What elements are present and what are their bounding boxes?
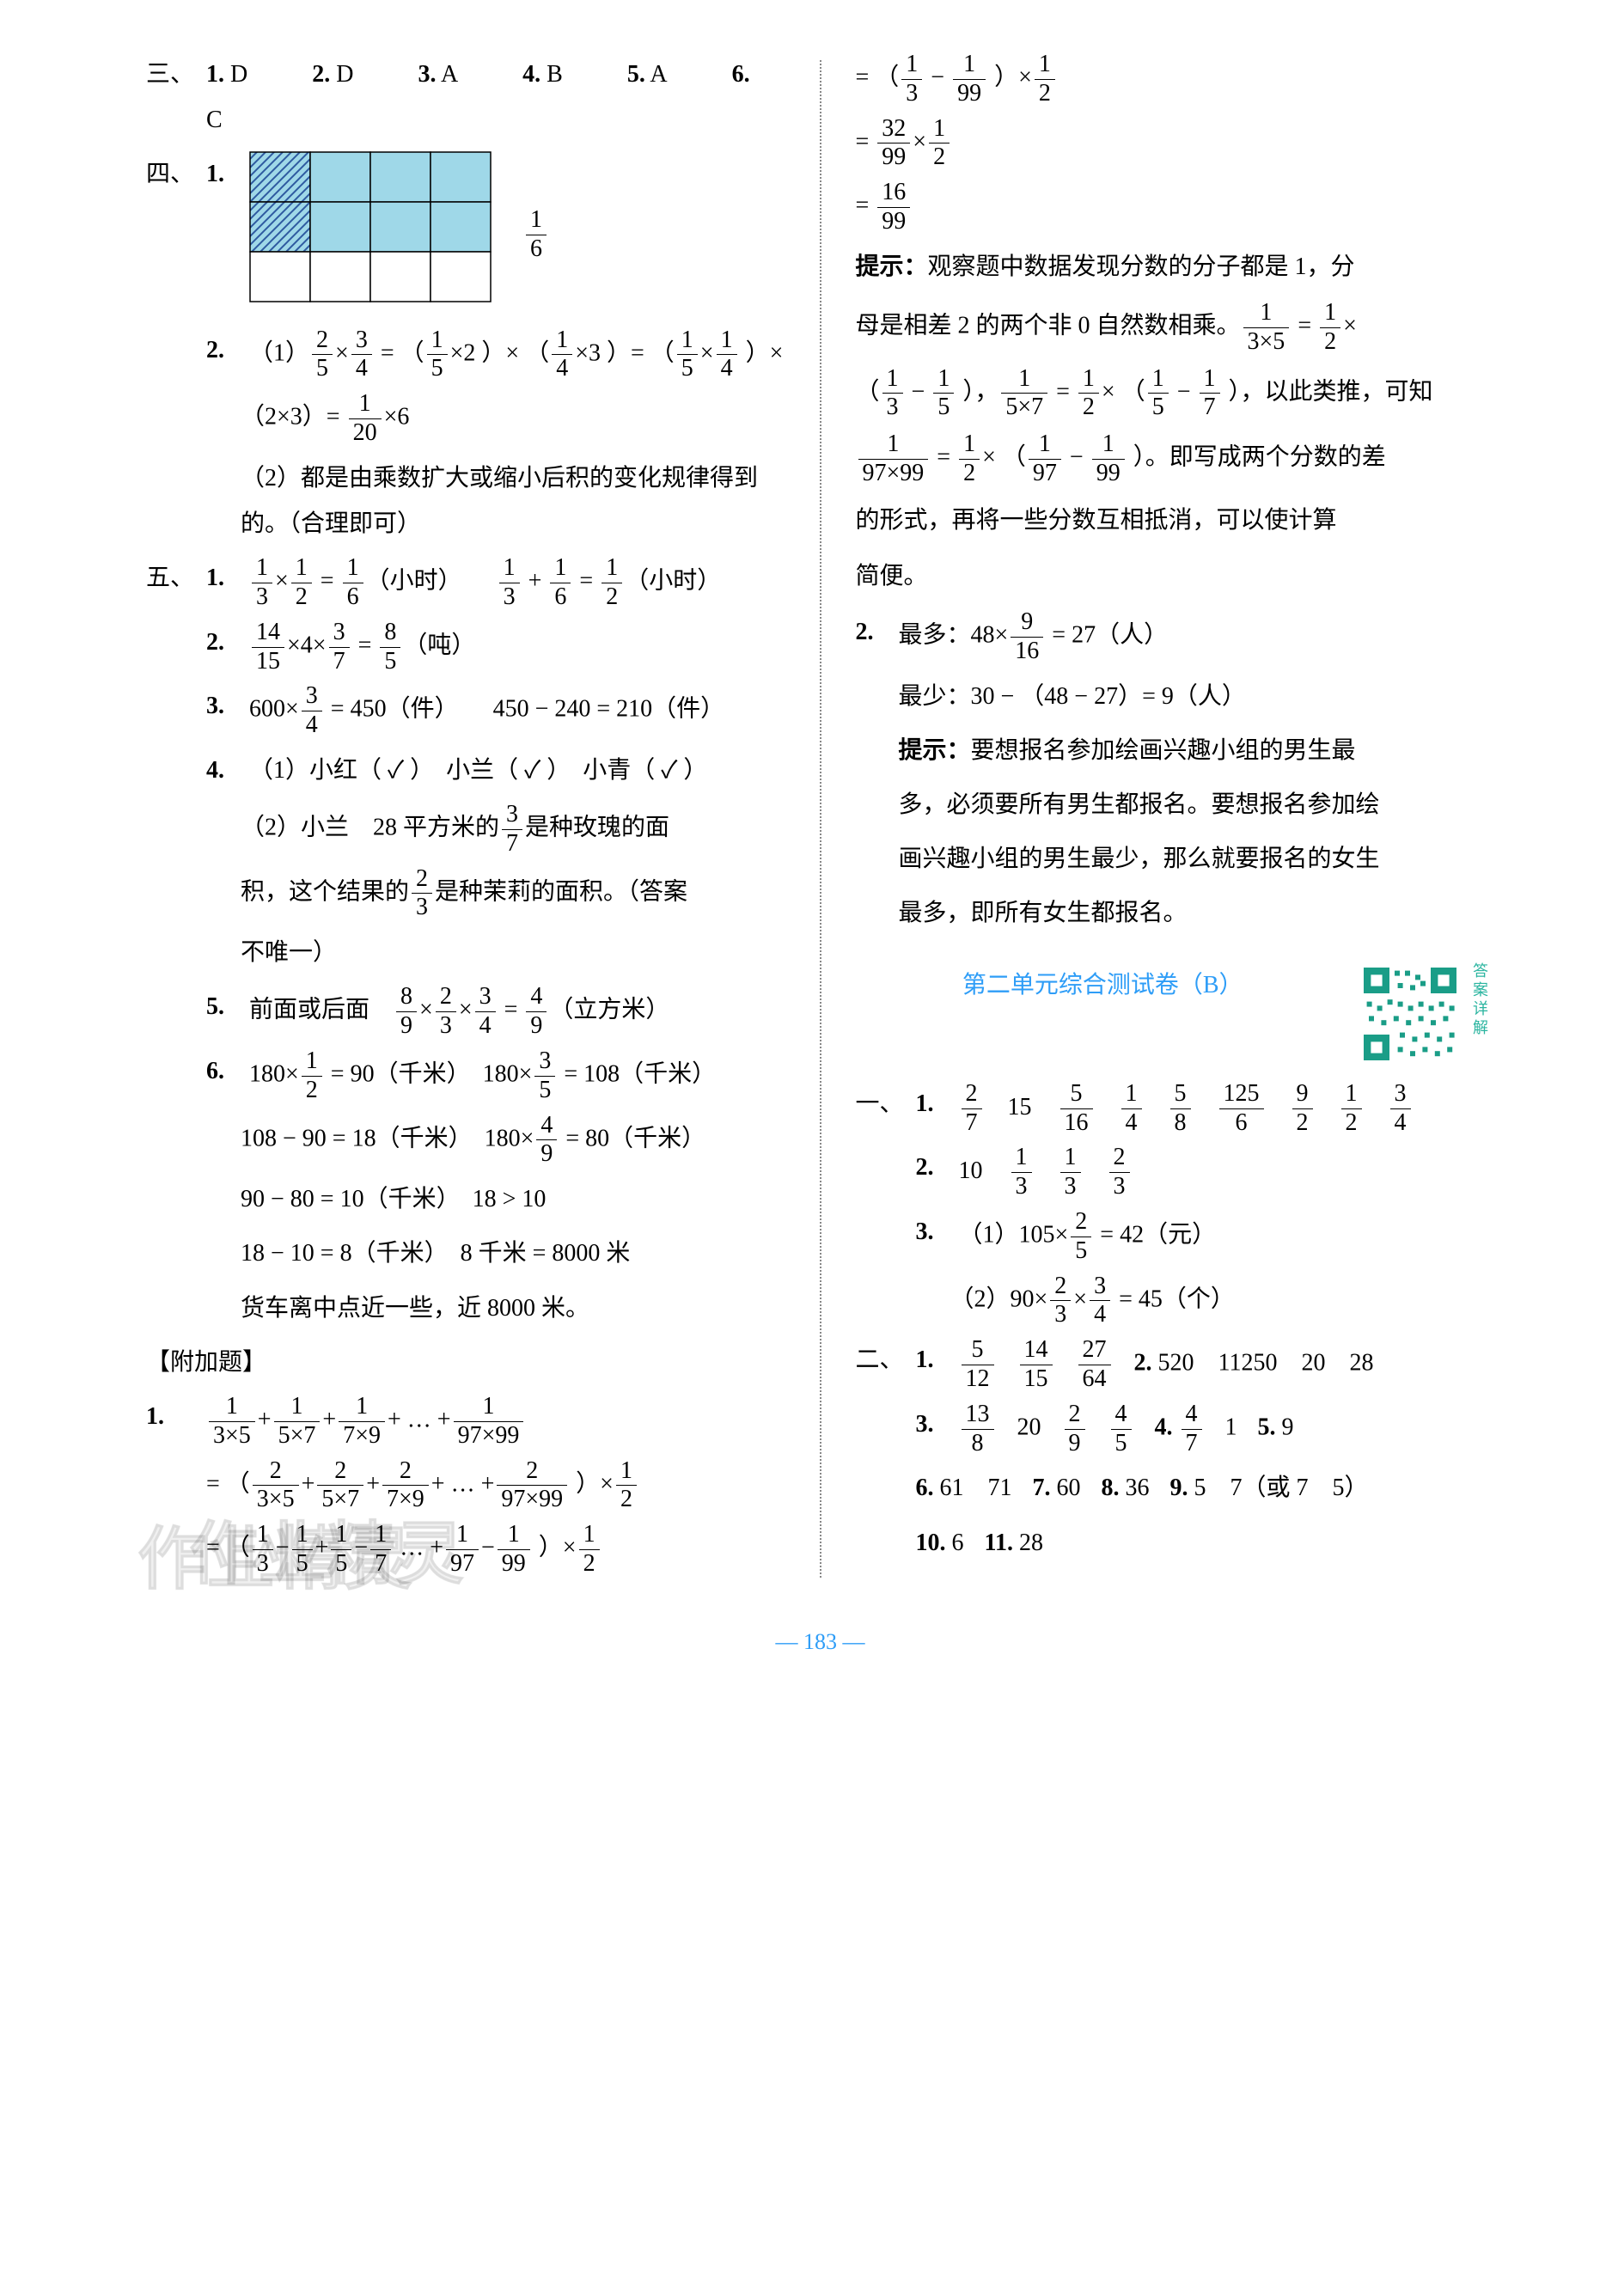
extra-q1-l2: = （23×5+25×7+27×9+ … +297×99 ）×12: [146, 1458, 785, 1514]
q-label: 3.: [206, 683, 249, 729]
q1-label: 1.: [206, 151, 249, 197]
sec5-q6-l2: 108 − 90 = 18（千米） 180×49 = 80（千米）: [146, 1113, 785, 1169]
right-q2-h2: 多，必须要所有男生都报名。要想报名参加绘: [856, 782, 1495, 827]
sec3-label: 三、: [146, 52, 206, 97]
sec5-q5: 5. 前面或后面 89×23×34 = 49（立方米）: [146, 984, 785, 1040]
fraction: 16: [526, 207, 547, 263]
qr-code-icon: [1359, 962, 1462, 1066]
page-number: — 183 —: [120, 1621, 1520, 1663]
sec4-q2-line1: 2. （1）25×34 = （15×2 ）× （14×3 ）= （15×14 ）…: [146, 327, 785, 383]
hint1-l4: 197×99 = 12× （197 − 199 ）。即写成两个分数的差: [856, 431, 1495, 487]
secB-q3: 3. 1382029454. 4715. 9: [856, 1401, 1495, 1457]
secA-q1: 一、 1. 271551614581256921234: [856, 1081, 1495, 1137]
secA-q3-l1: 3. （1）105×25 = 42（元）: [856, 1209, 1495, 1265]
cont-l1: = （13 − 199 ）×12: [856, 52, 1495, 107]
q-label: 1.: [916, 1081, 959, 1127]
secB-line4: 10. 611. 28: [856, 1520, 1495, 1566]
q2-2-text: （2）都是由乘数扩大或缩小后积的变化规律得到的。（合理即可）: [241, 455, 785, 547]
sec5-q4-l3: 积，这个结果的23是种茉莉的面积。（答案: [146, 866, 785, 922]
hint1-l3: （13 − 15 ），15×7 = 12× （15 − 17 ），以此类推，可知: [856, 366, 1495, 422]
sec5-q6-l5: 货车离中点近一些，近 8000 米。: [146, 1285, 785, 1331]
right-q2-h4: 最多，即所有女生都报名。: [856, 890, 1495, 936]
q-label: 1.: [916, 1337, 959, 1383]
secA-q2: 2. 10131323: [856, 1145, 1495, 1200]
grid-svg: [249, 151, 492, 302]
sec5-q4-l1: 4. （1）小红（ ✓ ） 小兰（ ✓ ） 小青（ ✓ ）: [146, 748, 785, 793]
hint-lead: 提示：: [856, 253, 928, 280]
sec3-answers: 1. D 2. D 3. A 4. B 5. A 6. C: [206, 52, 785, 143]
left-column: 三、 1. D 2. D 3. A 4. B 5. A 6. C 四、 1. 1…: [120, 52, 820, 1586]
sec5-q3: 3. 600×34 = 450（件）450 − 240 = 210（件）: [146, 683, 785, 739]
sec5-q2: 2. 1415×4×37 = 85（吨）: [146, 620, 785, 675]
hint1-l6: 简便。: [856, 553, 1495, 599]
secA-q3-l2: （2）90×23×34 = 45（个）: [856, 1273, 1495, 1329]
hint-lead: 提示：: [899, 728, 971, 773]
ans: A: [650, 61, 667, 88]
q1-content: 16: [249, 151, 785, 318]
grid-figure: [249, 151, 492, 318]
sec5-q6-l3: 90 − 80 = 10（千米） 18 > 10: [146, 1176, 785, 1222]
secB-line3: 6. 61 717. 608. 369. 5 7（或 7 5）: [856, 1465, 1495, 1511]
right-q2-h3: 画兴趣小组的男生最少，那么就要报名的女生: [856, 836, 1495, 882]
ans: B: [547, 61, 563, 88]
q-label: 3.: [916, 1209, 959, 1255]
ans: C: [206, 107, 223, 133]
cont-l3: = 1699: [856, 180, 1495, 235]
cont-l2: = 3299×12: [856, 116, 1495, 172]
secA-label: 一、: [856, 1081, 916, 1127]
page: 三、 1. D 2. D 3. A 4. B 5. A 6. C 四、 1. 1…: [120, 52, 1520, 1586]
section-3: 三、 1. D 2. D 3. A 4. B 5. A 6. C: [146, 52, 785, 143]
sec5-label: 五、: [146, 555, 206, 601]
sec4-label: 四、: [146, 151, 206, 197]
q-label: 6.: [206, 1048, 249, 1094]
ans: A: [441, 61, 458, 88]
secB-q1: 二、 1. 512141527642. 520 11250 20 28: [856, 1337, 1495, 1393]
q-num: 3.: [418, 61, 436, 88]
q-num: 6.: [732, 61, 750, 88]
q-label: 3.: [916, 1401, 959, 1447]
sec5-q6-l1: 6. 180×12 = 90（千米） 180×35 = 108（千米）: [146, 1048, 785, 1104]
ans: D: [336, 61, 353, 88]
sec4-q2-line2: （2×3）= 120×6: [146, 391, 785, 447]
q2-1-content: （1）25×34 = （15×2 ）× （14×3 ）= （15×14 ）×: [249, 327, 785, 383]
right-q2-l1: 2. 最多：48×916 = 27（人）: [856, 609, 1495, 665]
sec5-q1: 五、 1. 13×12 = 16（小时）13 + 16 = 12（小时）: [146, 555, 785, 611]
right-q2-h1: 提示：要想报名参加绘画兴趣小组的男生最: [856, 728, 1495, 773]
sec5-q4-l2: （2）小兰 28 平方米的37是种玫瑰的面: [146, 802, 785, 858]
q-label: 1.: [206, 555, 249, 601]
q-num: 1.: [206, 61, 224, 88]
secB-label: 二、: [856, 1337, 916, 1383]
q-label: 5.: [206, 984, 249, 1029]
hint1-l2: 母是相差 2 的两个非 0 自然数相乘。13×5 = 12×: [856, 300, 1495, 356]
q-label: 2.: [916, 1145, 959, 1190]
secA-q1-values: 271551614581256921234: [959, 1081, 1495, 1137]
unit-title-wrap: 答案详解 第二单元综合测试卷（B）: [856, 962, 1495, 1081]
q-num: 5.: [627, 61, 645, 88]
q-label: 2.: [856, 609, 899, 655]
ans: D: [230, 61, 247, 88]
sec4-q2-2: （2）都是由乘数扩大或缩小后积的变化规律得到的。（合理即可）: [146, 455, 785, 547]
right-q2-l2: 最少：30 − （48 − 27）= 9（人）: [856, 674, 1495, 719]
q-label: 2.: [206, 620, 249, 665]
right-column: = （13 − 199 ）×12 = 3299×12 = 1699 提示：观察题…: [821, 52, 1521, 1586]
section-4-q1: 四、 1. 16: [146, 151, 785, 318]
q2-label: 2.: [206, 327, 249, 373]
q-label: 1.: [146, 1394, 206, 1439]
q-num: 2.: [312, 61, 330, 88]
q-num: 4.: [522, 61, 540, 88]
q-label: 4.: [206, 748, 249, 793]
extra-title: 【附加题】: [146, 1340, 785, 1385]
extra-q1-l3: = （13−15+15−17 … +197−199 ）×12: [146, 1522, 785, 1578]
hint1-l1: 提示：观察题中数据发现分数的分子都是 1，分: [856, 244, 1495, 290]
hint1-l5: 的形式，再将一些分数互相抵消，可以使计算: [856, 498, 1495, 543]
sec5-q6-l4: 18 − 10 = 8（千米） 8 千米 = 8000 米: [146, 1230, 785, 1276]
sec5-q4-l4: 不唯一）: [146, 930, 785, 975]
extra-q1-l1: 1. 13×5+15×7+17×9+ … +197×99: [146, 1394, 785, 1450]
secA-q2-values: 10131323: [959, 1145, 1495, 1200]
qr-label: 答案详解: [1465, 962, 1494, 1038]
qr-wrap: 答案详解: [1359, 962, 1494, 1081]
